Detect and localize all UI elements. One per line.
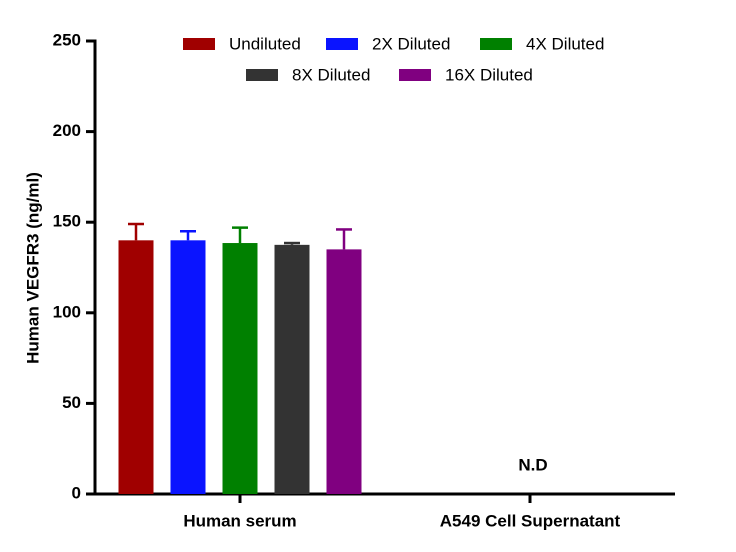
legend-label: 16X Diluted <box>445 65 533 84</box>
y-tick-label: 250 <box>53 30 81 49</box>
y-tick-label: 100 <box>53 302 81 321</box>
bar <box>326 249 362 494</box>
x-tick-label: A549 Cell Supernatant <box>440 511 621 530</box>
annotation: N.D <box>518 455 547 474</box>
bar <box>274 244 310 494</box>
y-tick-label: 50 <box>62 393 81 412</box>
bar <box>118 240 154 494</box>
legend-label: 8X Diluted <box>292 65 370 84</box>
bar <box>222 243 258 494</box>
bar <box>170 240 206 494</box>
legend-swatch <box>246 69 278 81</box>
x-tick-label: Human serum <box>183 511 296 530</box>
legend-swatch <box>326 38 358 50</box>
legend-swatch <box>480 38 512 50</box>
y-tick-label: 0 <box>72 483 81 502</box>
y-tick-label: 200 <box>53 121 81 140</box>
legend-swatch <box>183 38 215 50</box>
y-tick-label: 150 <box>53 212 81 231</box>
legend-label: Undiluted <box>229 34 301 53</box>
y-axis-label: Human VEGFR3 (ng/ml) <box>23 172 42 364</box>
legend-label: 4X Diluted <box>526 34 604 53</box>
legend-swatch <box>399 69 431 81</box>
legend-label: 2X Diluted <box>372 34 450 53</box>
